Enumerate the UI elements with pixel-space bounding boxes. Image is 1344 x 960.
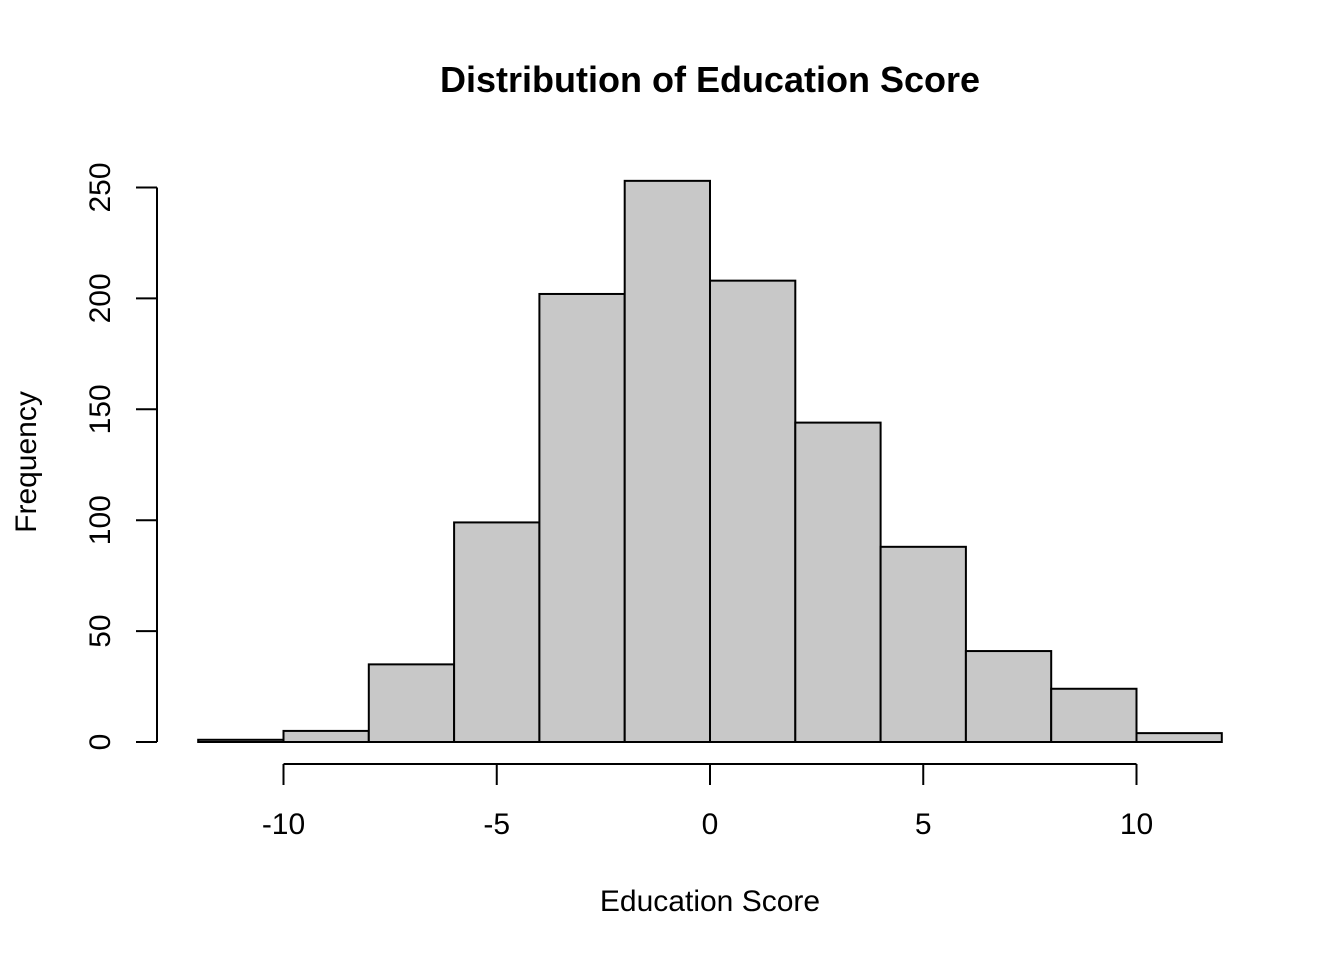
x-axis: -10 -5 0 5 10	[262, 763, 1153, 841]
histogram-bar	[879, 545, 967, 743]
x-tick-label: 10	[1120, 808, 1153, 841]
y-tick-label: 100	[84, 495, 117, 545]
histogram-bar	[197, 738, 285, 743]
histogram-bar	[709, 279, 797, 743]
histogram-bar	[1135, 732, 1223, 743]
y-tick-label: 200	[84, 273, 117, 323]
histogram-bar	[1050, 687, 1138, 744]
histogram-bar	[623, 179, 712, 743]
histogram-bar	[367, 663, 456, 743]
chart-title: Distribution of Education Score	[440, 59, 980, 100]
x-tick-label: -5	[483, 808, 510, 841]
histogram-bar	[453, 521, 541, 744]
x-axis-label: Education Score	[600, 885, 820, 918]
histogram-bar	[538, 292, 626, 743]
x-tick-label: 0	[702, 808, 719, 841]
y-tick-label: 150	[84, 384, 117, 434]
y-tick-label: 0	[84, 734, 117, 751]
x-tick-label: -10	[262, 808, 305, 841]
histogram-bar	[794, 421, 882, 743]
x-tick-label: 5	[915, 808, 932, 841]
y-tick-label: 50	[84, 614, 117, 647]
bars-group	[197, 179, 1223, 744]
y-axis: 0 50 100 150 200 250	[84, 162, 158, 751]
y-axis-label: Frequency	[10, 391, 43, 533]
histogram-bar	[282, 729, 370, 743]
y-tick-label: 250	[84, 162, 117, 212]
histogram-bar	[964, 650, 1053, 744]
